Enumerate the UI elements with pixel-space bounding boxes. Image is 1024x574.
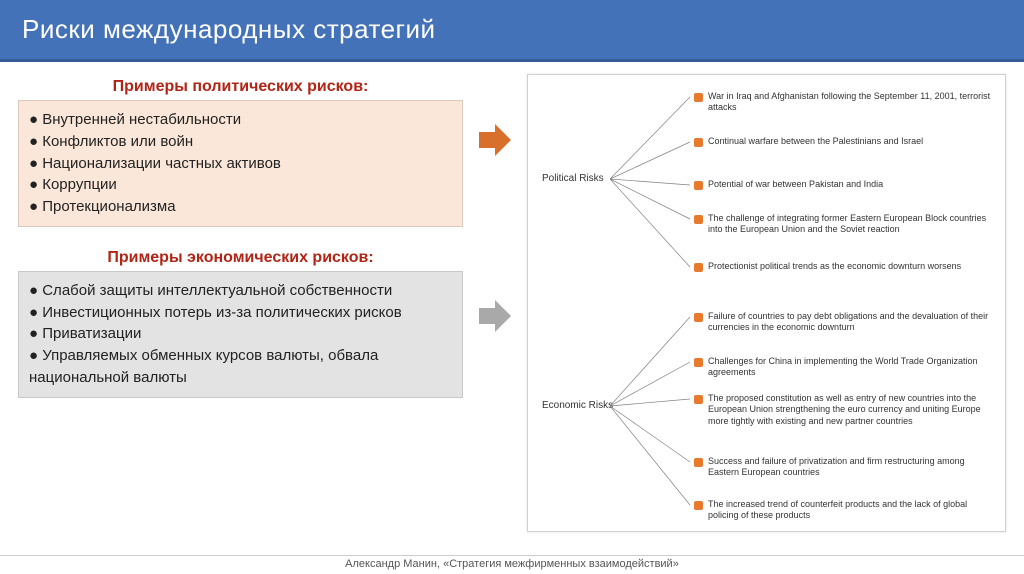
list-item: ● Протекционализма	[29, 196, 452, 218]
bullet-icon	[694, 263, 703, 272]
leaf-text: Continual warfare between the Palestinia…	[708, 136, 923, 147]
footer: Александр Манин, «Стратегия межфирменных…	[0, 555, 1024, 570]
list-item: ● Внутренней нестабильности	[29, 109, 452, 131]
footer-text: Александр Манин, «Стратегия межфирменных…	[345, 558, 679, 570]
content: Примеры политических рисков: ● Внутренне…	[0, 62, 1024, 532]
economic-box: ● Слабой защиты интеллектуальной собстве…	[18, 271, 463, 398]
leaf-text: Protectionist political trends as the ec…	[708, 261, 961, 272]
leaf-item: Failure of countries to pay debt obligat…	[694, 311, 993, 334]
branch-lines	[610, 95, 692, 269]
arrow-orange-icon	[477, 122, 513, 158]
leaf-text: The proposed constitution as well as ent…	[708, 393, 993, 427]
diagram-panel: Political Risks War in Iraq and Afghanist…	[527, 74, 1006, 532]
bullet-icon	[694, 138, 703, 147]
leaf-item: The challenge of integrating former East…	[694, 213, 993, 236]
bullet-icon	[694, 501, 703, 510]
leaf-item: Protectionist political trends as the ec…	[694, 261, 993, 272]
root-label: Political Risks	[542, 173, 604, 184]
political-title: Примеры политических рисков:	[18, 78, 463, 96]
risk-diagram: Political Risks War in Iraq and Afghanist…	[536, 81, 997, 525]
bullet-icon	[694, 358, 703, 367]
bullet-icon	[694, 215, 703, 224]
leaf-item: Potential of war between Pakistan and In…	[694, 179, 993, 190]
list-item: ● Приватизации	[29, 323, 452, 345]
leaf-item: Challenges for China in implementing the…	[694, 356, 993, 379]
leaf-item: Continual warfare between the Palestinia…	[694, 136, 993, 147]
list-item: ● Национализации частных активов	[29, 153, 452, 175]
list-item: ● Управляемых обменных курсов валюты, об…	[29, 345, 452, 389]
economic-title: Примеры экономических рисков:	[18, 249, 463, 267]
bullet-icon	[694, 395, 703, 404]
leaf-text: War in Iraq and Afghanistan following th…	[708, 91, 993, 114]
leaf-text: The increased trend of counterfeit produ…	[708, 499, 993, 522]
bullet-icon	[694, 313, 703, 322]
bullet-icon	[694, 93, 703, 102]
bullet-icon	[694, 458, 703, 467]
leaf-item: The increased trend of counterfeit produ…	[694, 499, 993, 522]
branch-lines	[610, 315, 692, 507]
list-item: ● Инвестиционных потерь из-за политическ…	[29, 302, 452, 324]
political-box: ● Внутренней нестабильности● Конфликтов …	[18, 100, 463, 227]
leaf-text: Success and failure of privatization and…	[708, 456, 993, 479]
arrow-gray-icon	[477, 298, 513, 334]
leaf-item: Success and failure of privatization and…	[694, 456, 993, 479]
leaf-text: The challenge of integrating former East…	[708, 213, 993, 236]
root-label: Economic Risks	[542, 400, 613, 411]
leaf-text: Failure of countries to pay debt obligat…	[708, 311, 993, 334]
list-item: ● Слабой защиты интеллектуальной собстве…	[29, 280, 452, 302]
leaf-text: Challenges for China in implementing the…	[708, 356, 993, 379]
list-item: ● Коррупции	[29, 174, 452, 196]
left-column: Примеры политических рисков: ● Внутренне…	[18, 74, 463, 532]
header: Риски международных стратегий	[0, 0, 1024, 62]
list-item: ● Конфликтов или войн	[29, 131, 452, 153]
leaf-item: War in Iraq and Afghanistan following th…	[694, 91, 993, 114]
leaf-item: The proposed constitution as well as ent…	[694, 393, 993, 427]
arrow-column	[475, 74, 515, 532]
page-title: Риски международных стратегий	[22, 14, 1002, 45]
leaf-text: Potential of war between Pakistan and In…	[708, 179, 883, 190]
bullet-icon	[694, 181, 703, 190]
